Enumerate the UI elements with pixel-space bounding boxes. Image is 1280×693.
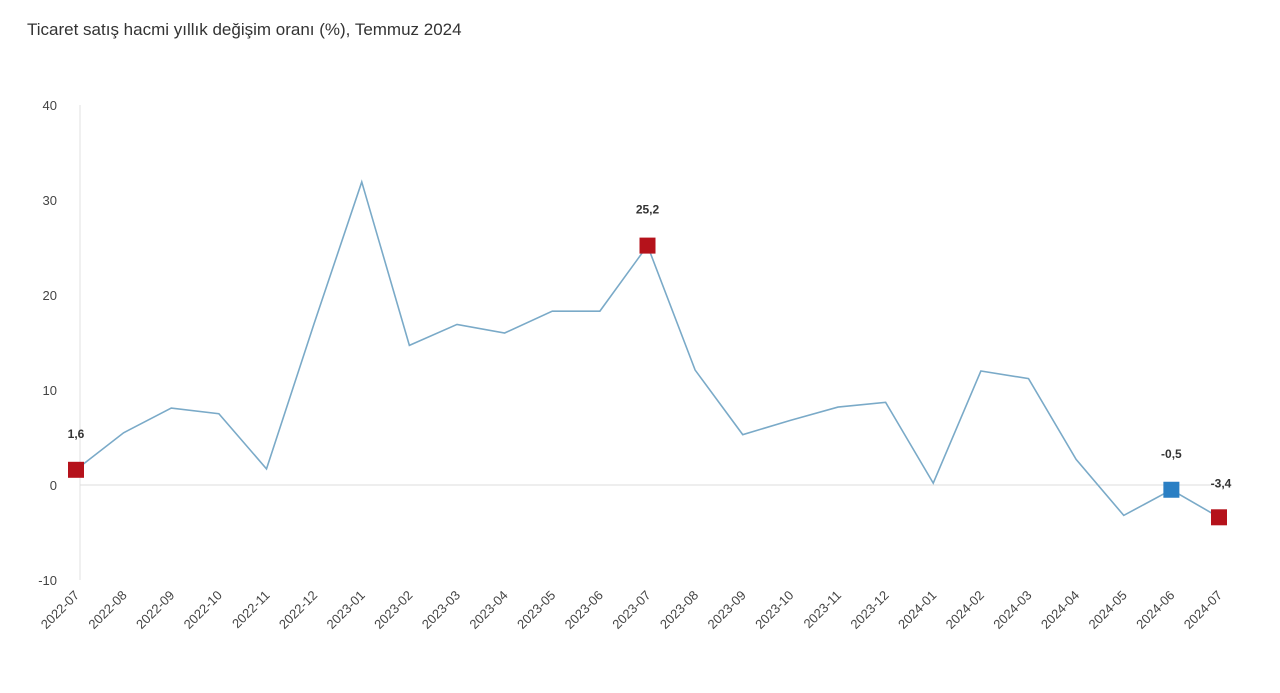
y-tick-label: 40	[43, 98, 57, 113]
data-point	[1122, 513, 1126, 517]
x-tick-label: 2023-11	[800, 588, 844, 632]
data-point	[217, 412, 221, 416]
data-point	[1027, 377, 1031, 381]
x-tick-label: 2024-01	[895, 588, 939, 632]
x-tick-label: 2024-06	[1133, 588, 1177, 632]
data-point	[979, 369, 983, 373]
y-tick-label: 30	[43, 193, 57, 208]
data-point	[455, 322, 459, 326]
data-point	[1074, 457, 1078, 461]
x-tick-label: 2024-02	[943, 588, 987, 632]
data-label: -3,4	[1211, 476, 1232, 490]
y-tick-label: 0	[50, 478, 57, 493]
x-tick-label: 2023-02	[371, 588, 415, 632]
data-point	[265, 467, 269, 471]
data-point	[884, 400, 888, 404]
x-tick-label: 2023-06	[562, 588, 606, 632]
data-point	[360, 180, 364, 184]
highlight-marker	[1211, 509, 1227, 526]
x-tick-label: 2023-08	[657, 588, 701, 632]
x-tick-label: 2023-12	[847, 588, 891, 632]
data-point	[550, 309, 554, 313]
chart-title: Ticaret satış hacmi yıllık değişim oranı…	[27, 20, 462, 39]
x-tick-label: 2023-07	[609, 588, 653, 632]
x-tick-label: 2023-04	[466, 588, 510, 632]
x-tick-label: 2022-07	[38, 588, 82, 632]
data-point	[407, 343, 411, 347]
highlight-marker	[639, 237, 656, 254]
x-tick-label: 2022-08	[85, 588, 129, 632]
x-tick-label: 2022-09	[133, 588, 177, 632]
x-tick-label: 2024-05	[1086, 588, 1130, 632]
x-tick-label: 2024-07	[1181, 588, 1225, 632]
data-label: 1,6	[68, 427, 85, 441]
data-point	[693, 368, 697, 372]
data-point	[788, 418, 792, 422]
x-tick-label: 2024-04	[1038, 588, 1082, 632]
data-point	[836, 405, 840, 409]
y-tick-label: -10	[38, 573, 57, 588]
highlight-marker	[1163, 481, 1180, 498]
highlight-marker	[68, 461, 84, 478]
data-label: 25,2	[636, 203, 660, 217]
x-tick-label: 2023-03	[419, 588, 463, 632]
x-tick-label: 2023-05	[514, 588, 558, 632]
series-line	[75, 179, 1220, 518]
x-tick-label: 2022-11	[229, 588, 273, 632]
data-point	[741, 433, 745, 437]
data-point	[169, 406, 173, 410]
x-tick-label: 2024-03	[990, 588, 1034, 632]
data-point	[931, 481, 935, 485]
data-point	[503, 331, 507, 335]
data-point	[122, 431, 126, 435]
data-point	[312, 322, 316, 326]
x-tick-label: 2023-10	[752, 588, 796, 632]
x-tick-label: 2023-01	[324, 588, 368, 632]
y-tick-label: 20	[43, 288, 57, 303]
x-tick-label: 2023-09	[705, 588, 749, 632]
data-label: -0,5	[1161, 447, 1182, 461]
x-tick-label: 2022-10	[181, 588, 225, 632]
data-point	[598, 309, 602, 313]
y-tick-label: 10	[43, 383, 57, 398]
x-tick-label: 2022-12	[276, 588, 320, 632]
